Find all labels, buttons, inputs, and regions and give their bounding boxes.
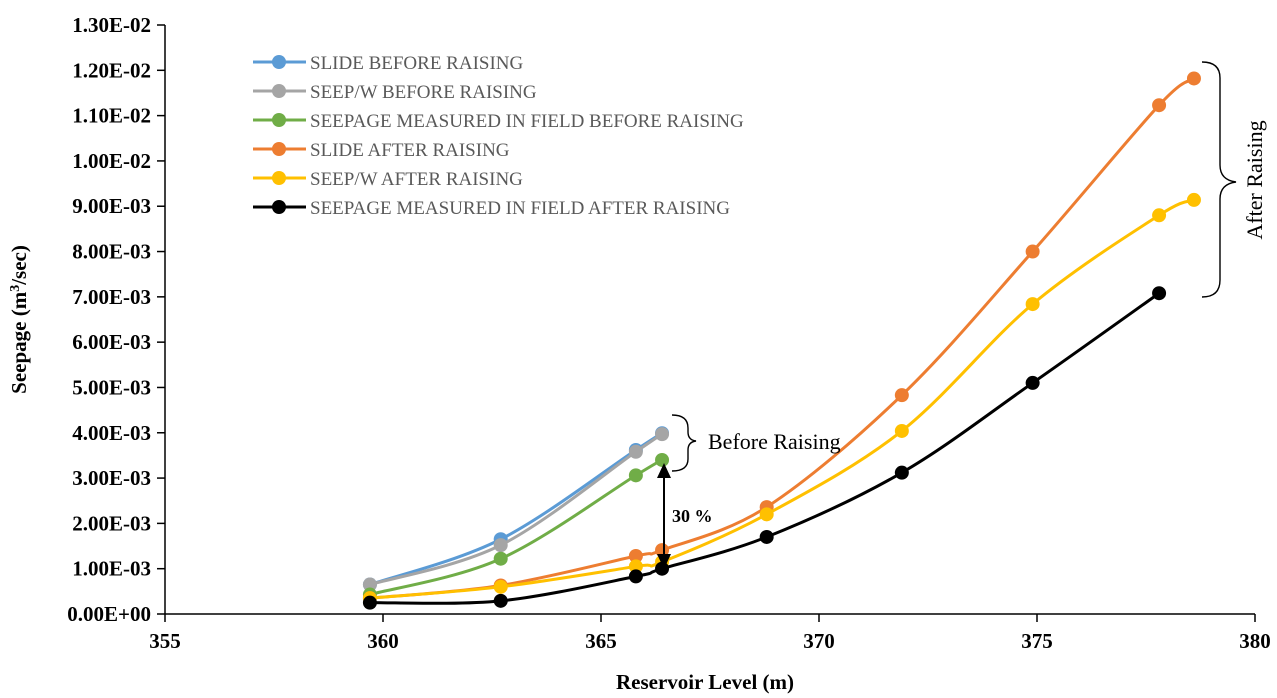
- y-tick-label: 1.00E-02: [72, 149, 151, 173]
- legend-swatch-marker: [272, 142, 286, 156]
- data-point: [759, 529, 774, 544]
- series-line: [369, 77, 1195, 600]
- legend-label: SLIDE AFTER RAISING: [310, 140, 510, 161]
- data-point: [1025, 244, 1040, 259]
- series-line: [369, 432, 663, 586]
- y-tick-label: 6.00E-03: [72, 330, 151, 354]
- legend-swatch-marker: [272, 171, 286, 185]
- series-line: [369, 431, 663, 586]
- legend-entry: SEEPAGE MEASURED IN FIELD AFTER RAISING: [253, 198, 730, 219]
- difference-arrow-head-down: [657, 554, 671, 569]
- data-point: [1025, 375, 1040, 390]
- legend-entry: SEEPAGE MEASURED IN FIELD BEFORE RAISING: [253, 111, 744, 132]
- legend-entry: SLIDE AFTER RAISING: [253, 140, 510, 161]
- x-tick-label: 375: [1021, 629, 1053, 653]
- data-point: [655, 427, 670, 442]
- data-point: [894, 423, 909, 438]
- x-tick-label: 355: [149, 629, 181, 653]
- data-point: [655, 543, 670, 558]
- legend-label: SEEPAGE MEASURED IN FIELD AFTER RAISING: [310, 198, 730, 219]
- legend-swatch-marker: [272, 200, 286, 214]
- legend-swatch-marker: [272, 113, 286, 127]
- series-line: [369, 198, 1195, 600]
- legend-entry: SEEP/W AFTER RAISING: [253, 169, 523, 190]
- x-tick-label: 365: [585, 629, 617, 653]
- x-axis-title: Reservoir Level (m): [616, 670, 794, 694]
- data-point: [655, 452, 670, 467]
- data-point: [1186, 192, 1201, 207]
- difference-arrow-head-up: [657, 463, 671, 478]
- data-point: [628, 468, 643, 483]
- data-point: [894, 465, 909, 480]
- y-tick-label: 0.00E+00: [67, 602, 151, 626]
- data-point: [1152, 286, 1167, 301]
- y-tick-label: 3.00E-03: [72, 466, 151, 490]
- data-point: [1152, 98, 1167, 113]
- data-point: [362, 595, 377, 610]
- after-raising-label: After Raising: [1242, 120, 1267, 239]
- y-tick-label: 5.00E-03: [72, 375, 151, 399]
- data-point: [493, 593, 508, 608]
- y-tick-label: 4.00E-03: [72, 421, 151, 445]
- data-point: [493, 579, 508, 594]
- annotations: Before Raising After Raising 30 %: [657, 61, 1267, 569]
- y-tick-label: 9.00E-03: [72, 194, 151, 218]
- x-tick-label: 360: [367, 629, 399, 653]
- data-point: [628, 444, 643, 459]
- data-point: [1152, 208, 1167, 223]
- legend: SLIDE BEFORE RAISING SEEP/W BEFORE RAISIN…: [253, 53, 744, 219]
- series-1: [362, 427, 670, 592]
- data-point: [1186, 71, 1201, 86]
- difference-percent-label: 30 %: [672, 506, 713, 526]
- y-tick-label: 1.20E-02: [72, 58, 151, 82]
- y-tick-label: 1.30E-02: [72, 13, 151, 37]
- data-point: [628, 559, 643, 574]
- data-point: [628, 569, 643, 584]
- after-raising-brace: [1201, 61, 1237, 298]
- y-tick-label: 2.00E-03: [72, 511, 151, 535]
- y-axis-title: Seepage (m3/sec): [7, 245, 31, 394]
- data-point: [493, 551, 508, 566]
- before-raising-label: Before Raising: [708, 429, 841, 454]
- series-line: [369, 458, 663, 596]
- legend-label: SEEPAGE MEASURED IN FIELD BEFORE RAISING: [310, 111, 744, 132]
- y-tick-label: 1.00E-03: [72, 557, 151, 581]
- legend-label: SLIDE BEFORE RAISING: [310, 53, 524, 74]
- legend-entry: SLIDE BEFORE RAISING: [253, 53, 524, 74]
- series-0: [362, 426, 670, 592]
- data-point: [362, 577, 377, 592]
- legend-label: SEEP/W AFTER RAISING: [310, 169, 523, 190]
- data-point: [1025, 297, 1040, 312]
- data-point: [493, 538, 508, 553]
- y-tick-label: 8.00E-03: [72, 240, 151, 264]
- x-tick-label: 380: [1239, 629, 1271, 653]
- y-tick-label: 1.10E-02: [72, 104, 151, 128]
- data-point: [894, 388, 909, 403]
- series-4: [362, 192, 1201, 606]
- y-tick-label: 7.00E-03: [72, 285, 151, 309]
- legend-entry: SEEP/W BEFORE RAISING: [253, 82, 537, 103]
- before-raising-brace: [671, 414, 697, 472]
- legend-swatch-marker: [272, 55, 286, 69]
- legend-label: SEEP/W BEFORE RAISING: [310, 82, 537, 103]
- legend-swatch-marker: [272, 84, 286, 98]
- data-point: [628, 549, 643, 564]
- x-tick-label: 370: [803, 629, 835, 653]
- axes: 0.00E+00 1.00E-03 2.00E-03 3.00E-03 4.00E-03…: [7, 13, 1271, 694]
- data-point: [759, 507, 774, 522]
